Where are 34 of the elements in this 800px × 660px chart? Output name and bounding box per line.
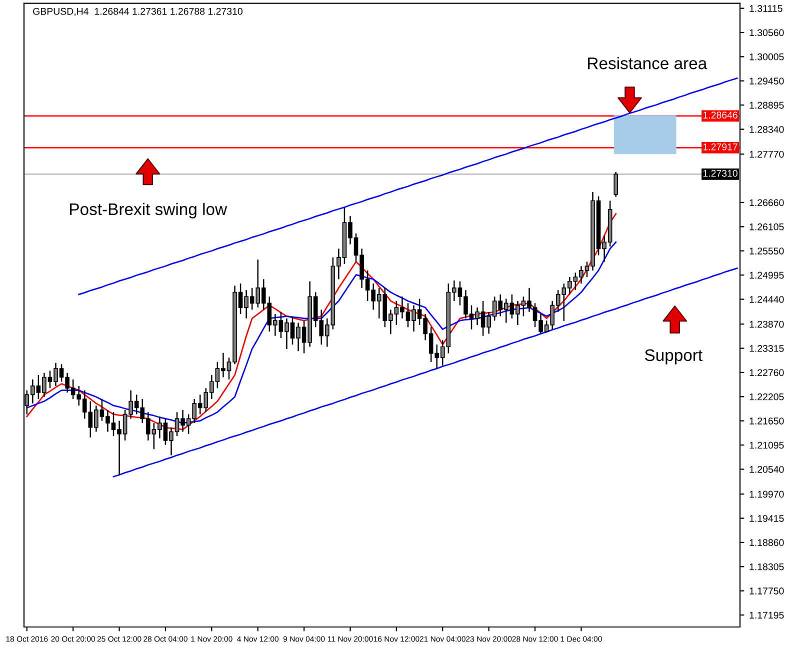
y-tick-label: 1.24440 xyxy=(750,296,784,303)
y-tick-label: 1.22760 xyxy=(750,369,784,376)
line-series xyxy=(112,268,738,478)
y-tick-label: 1.31115 xyxy=(750,5,782,12)
y-tick-label: 1.30560 xyxy=(750,29,784,36)
ref-line-label: 1.28646 xyxy=(703,112,738,119)
y-tick-label: 1.28340 xyxy=(750,126,784,133)
y-tick-label: 1.18305 xyxy=(750,563,784,570)
y-tick-label: 1.17750 xyxy=(750,588,784,594)
y-tick-label: 1.17195 xyxy=(750,612,784,619)
y-tick-label: 1.21650 xyxy=(750,418,784,424)
annotation: Resistance area xyxy=(588,56,708,70)
y-tick-label: 1.21095 xyxy=(750,442,784,449)
y-tick-label: 1.22205 xyxy=(750,393,784,400)
annotation: Support xyxy=(644,349,702,364)
y-tick-label: 1.28895 xyxy=(750,102,784,109)
y-tick-label: 1.25550 xyxy=(750,248,784,254)
y-tick-label: 1.27770 xyxy=(750,150,784,158)
ref-line-label: 1.27917 xyxy=(703,143,738,150)
y-tick-label: 1.23315 xyxy=(750,345,784,352)
y-tick-label: 1.26660 xyxy=(750,199,784,206)
y-tick-label: 1.26105 xyxy=(750,223,784,230)
chart-title: GBPUSD,H4 1.26844 1.27361 1.26788 1.27310 xyxy=(33,8,242,16)
candlestick xyxy=(614,171,618,198)
y-tick-label: 1.30005 xyxy=(750,53,784,60)
y-tick-label: 1.23870 xyxy=(750,320,784,328)
y-tick-label: 1.18860 xyxy=(750,539,784,546)
y-tick-label: 1.24995 xyxy=(750,272,784,279)
y-tick-label: 1.20540 xyxy=(750,466,784,473)
y-tick-label: 1.19415 xyxy=(750,514,784,522)
ref-line-label: 1.27310 xyxy=(703,170,738,177)
y-tick-label: 1.19970 xyxy=(750,490,784,498)
annotation: Post-Brexit swing low xyxy=(70,202,228,218)
y-tick-label: 1.29450 xyxy=(750,78,784,84)
